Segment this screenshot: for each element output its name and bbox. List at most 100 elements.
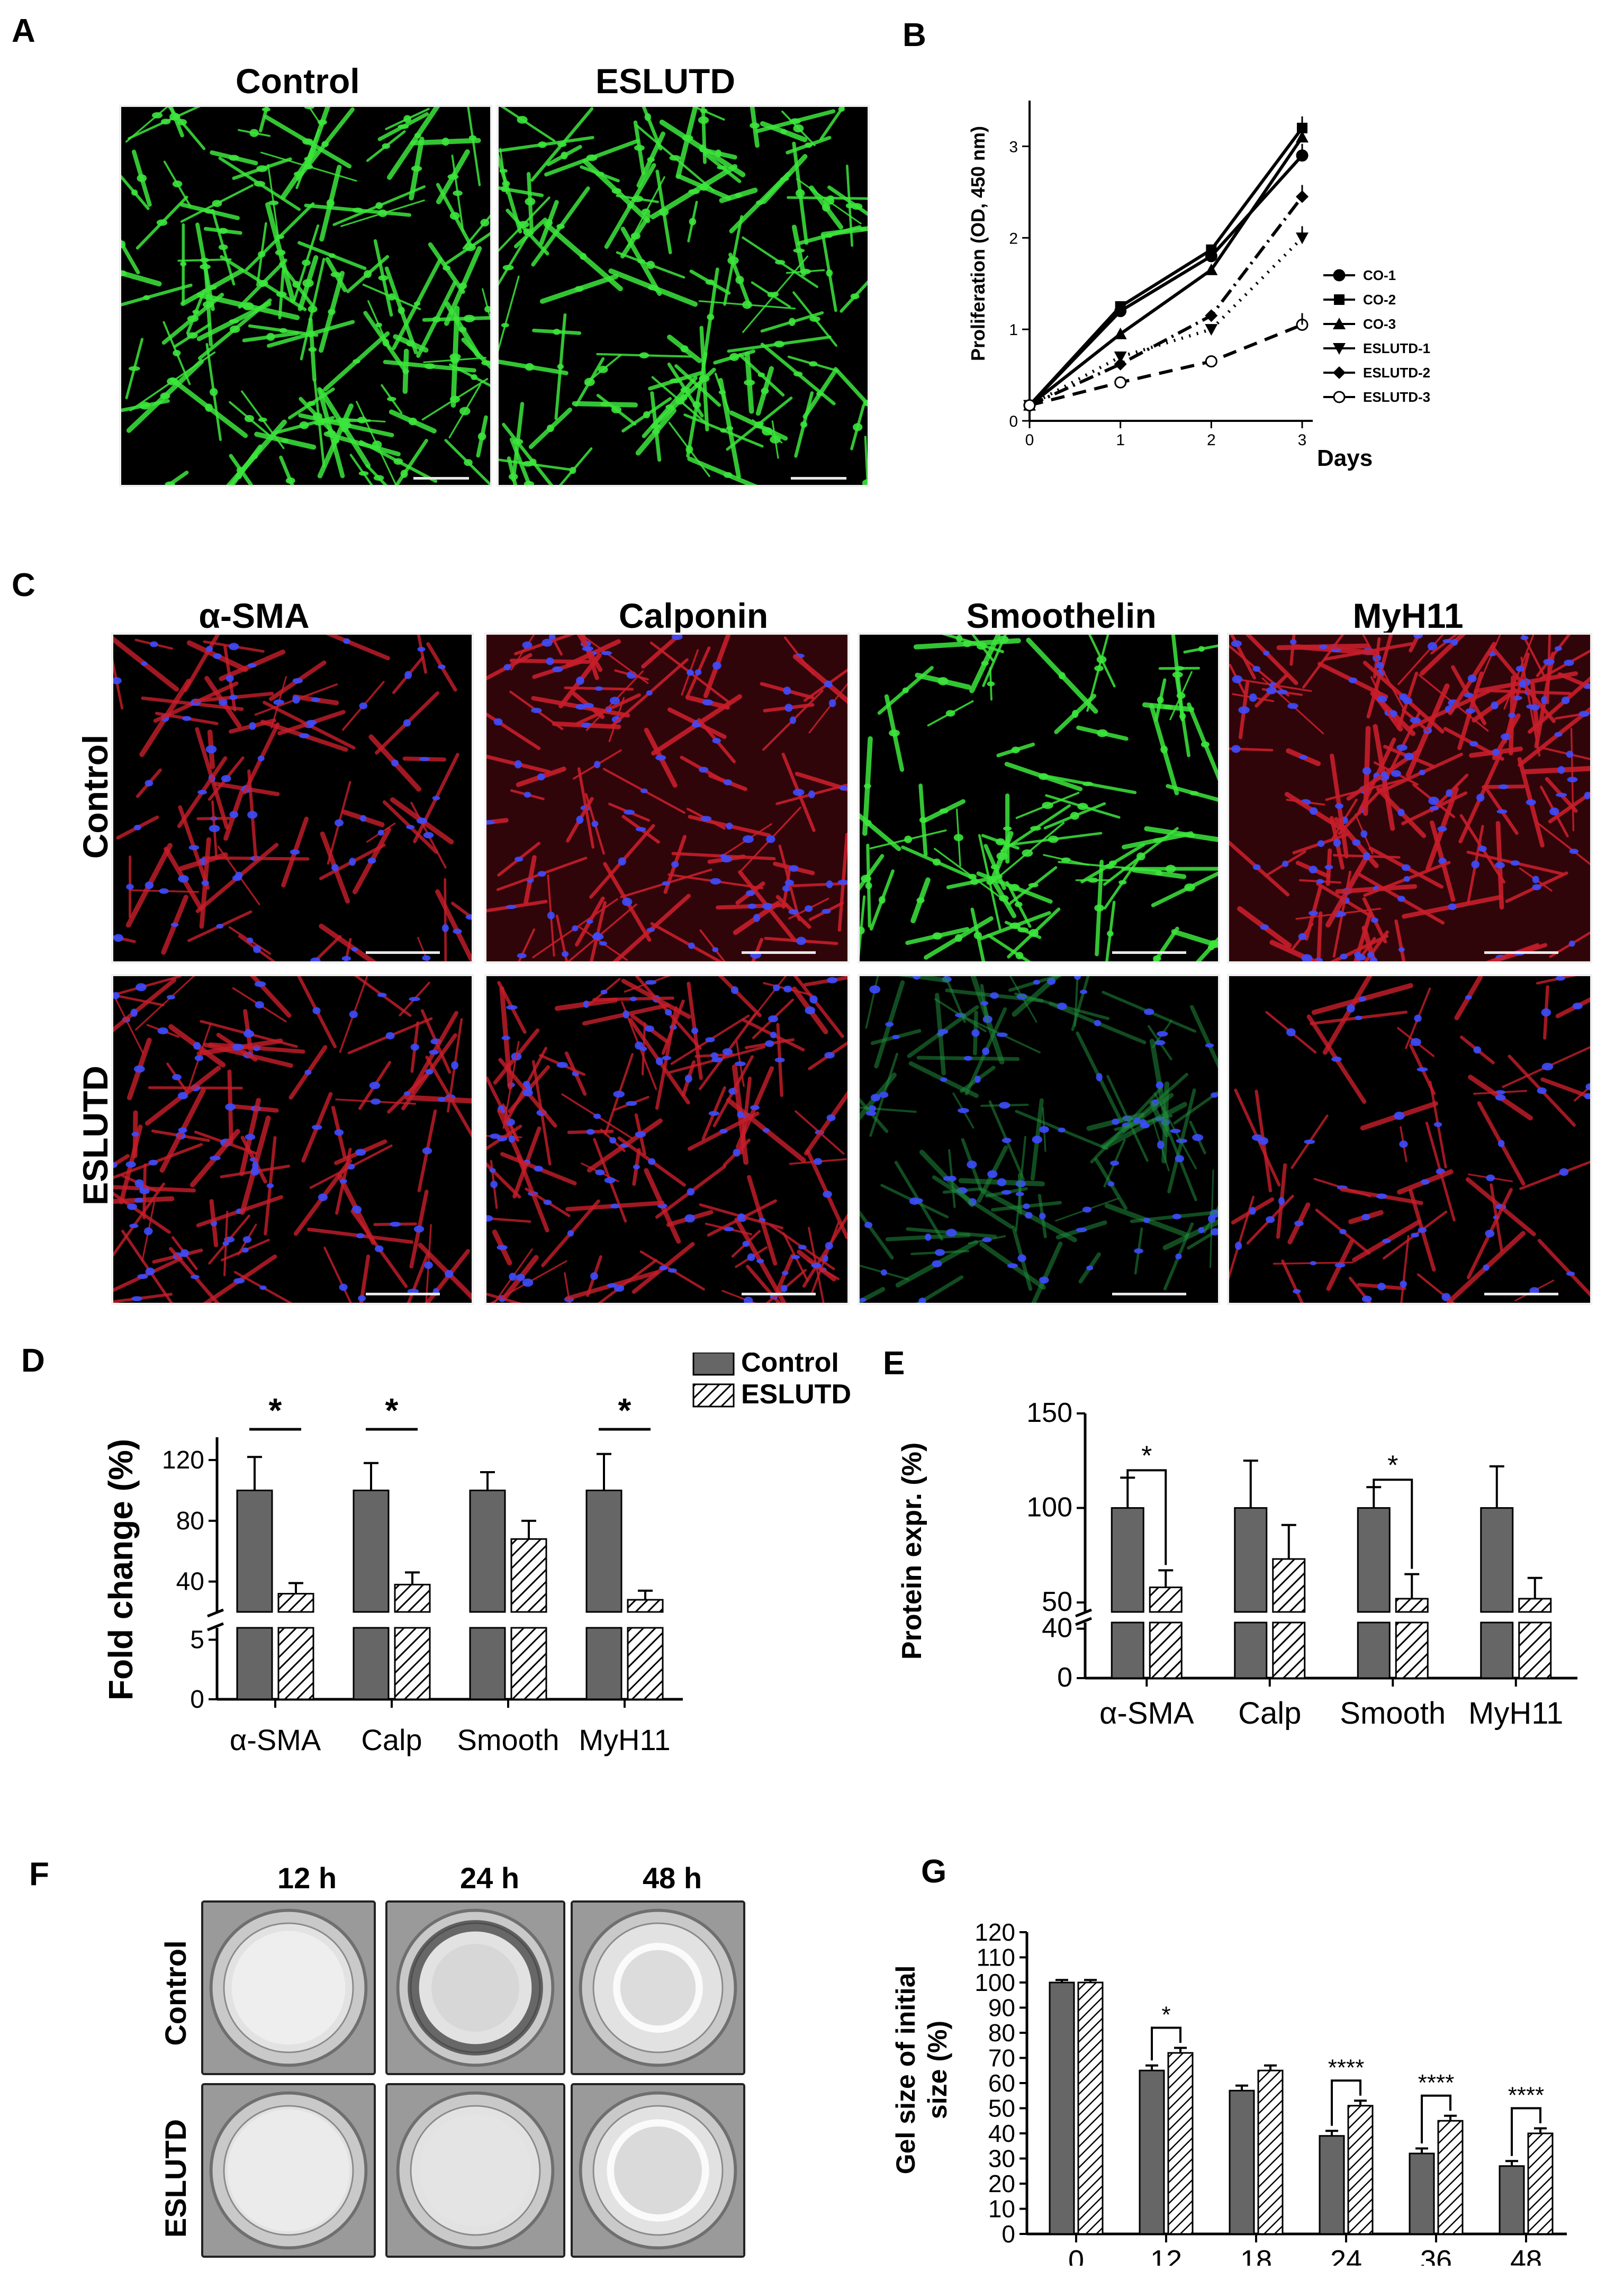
proliferation-point bbox=[1205, 355, 1217, 368]
panel-label-f: F bbox=[29, 1856, 49, 1892]
panel-label-d: D bbox=[21, 1342, 45, 1379]
protein-expr-axis-break-mark bbox=[1075, 1608, 1092, 1618]
gel-size-y-tick-label: 30 bbox=[988, 2145, 1015, 2173]
protein-expr-bar bbox=[1395, 1598, 1429, 1613]
gel-size-x-tick-label: 0 bbox=[1068, 2245, 1084, 2266]
protein-expr-bar bbox=[1272, 1558, 1306, 1613]
fold-change-y-tick-label: 80 bbox=[176, 1507, 204, 1535]
proliferation-point bbox=[1205, 324, 1218, 336]
proliferation-legend-label: CO-3 bbox=[1363, 316, 1396, 332]
proliferation-legend-label: ESLUTD-1 bbox=[1363, 340, 1430, 356]
gel-size-y-tick-label: 90 bbox=[988, 1994, 1015, 2022]
fold-change-category-label: Smooth bbox=[457, 1723, 560, 1756]
gel-size-y-tick-label: 40 bbox=[988, 2120, 1015, 2147]
protein-expr-bar bbox=[1518, 1621, 1552, 1679]
protein-expr-chart: 50 100 150 0 40 α-SMA Calp Smooth MyH11 * * Protei… bbox=[897, 1398, 1577, 1731]
protein-expr-category-label: Smooth bbox=[1340, 1696, 1446, 1731]
gel-size-y-tick-label: 120 bbox=[975, 1918, 1015, 1946]
proliferation-point bbox=[1023, 399, 1036, 412]
fold-change-y-tick-label: 5 bbox=[190, 1626, 204, 1654]
protein-expr-bar bbox=[1480, 1507, 1514, 1613]
gel-size-x-tick-label: 48 bbox=[1510, 2245, 1542, 2266]
gel-size-bar bbox=[1409, 2152, 1435, 2235]
micrograph-a-eslutd bbox=[497, 105, 870, 487]
fold-change-bar bbox=[353, 1489, 390, 1613]
gel-size-x-tick-label: 24 bbox=[1330, 2245, 1362, 2266]
proliferation-point bbox=[1114, 357, 1127, 371]
proliferation-x-tick-label: 2 bbox=[1207, 431, 1216, 449]
micrograph-c-control-myh11 bbox=[1227, 633, 1592, 963]
panel-f-row-label-eslutd: ESLUTD bbox=[159, 2119, 192, 2238]
gel-size-bar bbox=[1049, 1981, 1075, 2235]
fold-change-bar bbox=[236, 1627, 273, 1700]
fold-change-bar bbox=[627, 1627, 664, 1700]
proliferation-series-line bbox=[1028, 237, 1304, 407]
micrograph-c-eslutd-myh11 bbox=[1227, 974, 1592, 1305]
fold-change-legend-swatch bbox=[692, 1383, 735, 1408]
protein-expr-bar bbox=[1395, 1621, 1429, 1679]
gel-size-bar bbox=[1257, 2069, 1284, 2235]
gel-photo-control-24h bbox=[385, 1900, 565, 2075]
proliferation-series-line bbox=[1028, 195, 1304, 407]
proliferation-legend-marker bbox=[1334, 294, 1345, 305]
fold-change-bar bbox=[277, 1627, 314, 1700]
protein-expr-bar bbox=[1518, 1598, 1552, 1613]
proliferation-chart-plot: 0 1 2 3 0 1 2 3 CO-1 CO-2 CO-3 ESLUTD-1 ESLUTD-2 ESLU… bbox=[1009, 101, 1430, 449]
fold-change-y-tick-label: 40 bbox=[176, 1568, 204, 1596]
gel-size-significance-bracket bbox=[1151, 2026, 1181, 2061]
fold-change-bar bbox=[510, 1627, 547, 1700]
fold-change-ylabel: Fold change (%) bbox=[102, 1439, 140, 1700]
proliferation-x-tick-label: 1 bbox=[1116, 431, 1125, 449]
protein-expr-bar bbox=[1234, 1507, 1268, 1613]
gel-size-bar bbox=[1077, 1981, 1104, 2235]
panel-label-e: E bbox=[883, 1345, 905, 1382]
proliferation-legend-marker bbox=[1333, 391, 1346, 403]
protein-expr-bar bbox=[1149, 1587, 1183, 1613]
fold-change-bar bbox=[394, 1627, 431, 1700]
fold-change-bar bbox=[585, 1627, 622, 1700]
protein-expr-significance-label: * bbox=[1141, 1440, 1152, 1471]
gel-size-y-tick-label: 50 bbox=[988, 2095, 1015, 2122]
gel-photo-eslutd-48h bbox=[571, 2083, 745, 2258]
proliferation-point bbox=[1206, 244, 1217, 255]
panel-f-col-title-12h: 12 h bbox=[277, 1861, 337, 1895]
micrograph-c-control-asma bbox=[111, 633, 474, 963]
protein-expr-ylabel: Protein expr. (%) bbox=[897, 1443, 927, 1660]
proliferation-legend-label: ESLUTD-2 bbox=[1363, 365, 1430, 381]
fold-change-y-tick-label: 0 bbox=[190, 1686, 204, 1714]
fold-change-legend-label: Control bbox=[741, 1353, 839, 1378]
fold-change-axis-break-mark bbox=[207, 1608, 224, 1618]
protein-expr-bar bbox=[1357, 1621, 1391, 1679]
protein-expr-y-tick-label: 100 bbox=[1026, 1492, 1072, 1523]
gel-size-bar bbox=[1319, 2135, 1345, 2235]
proliferation-point bbox=[1205, 263, 1218, 275]
proliferation-legend-marker bbox=[1333, 343, 1346, 355]
protein-expr-significance-bracket bbox=[1126, 1469, 1167, 1565]
gel-size-y-tick-label: 60 bbox=[988, 2069, 1015, 2097]
fold-change-legend-swatch bbox=[692, 1353, 735, 1376]
proliferation-series-line bbox=[1028, 154, 1304, 407]
micrograph-c-control-calponin bbox=[484, 633, 850, 963]
gel-size-bar bbox=[1437, 2120, 1464, 2235]
protein-expr-category-label: MyH11 bbox=[1468, 1696, 1563, 1731]
proliferation-legend-marker bbox=[1333, 269, 1346, 282]
fold-change-category-label: MyH11 bbox=[579, 1723, 670, 1756]
gel-size-ylabel-line2: size (%) bbox=[923, 2021, 952, 2119]
protein-expr-bar bbox=[1149, 1621, 1183, 1679]
gel-size-bar bbox=[1527, 2132, 1554, 2235]
fold-change-axis-break-mark bbox=[207, 1622, 224, 1632]
protein-expr-y-tick-label: 0 bbox=[1057, 1662, 1072, 1693]
gel-size-significance-label: **** bbox=[1508, 2083, 1545, 2108]
proliferation-point bbox=[1115, 301, 1126, 312]
protein-expr-bar bbox=[1272, 1621, 1306, 1679]
proliferation-chart: 0 1 2 3 0 1 2 3 CO-1 CO-2 CO-3 ESLUTD-1 ESLUTD-2 ESLU… bbox=[967, 101, 1430, 471]
proliferation-series-line bbox=[1029, 323, 1303, 407]
proliferation-y-tick-label: 2 bbox=[1009, 230, 1018, 247]
gel-size-y-tick-label: 70 bbox=[988, 2044, 1015, 2072]
protein-expr-bar bbox=[1234, 1621, 1268, 1679]
gel-size-bar bbox=[1167, 2052, 1194, 2235]
fold-change-bar bbox=[469, 1627, 506, 1700]
gel-size-y-tick-label: 10 bbox=[988, 2195, 1015, 2223]
fold-change-bar bbox=[627, 1599, 664, 1613]
micrograph-c-eslutd-calponin bbox=[484, 974, 850, 1305]
